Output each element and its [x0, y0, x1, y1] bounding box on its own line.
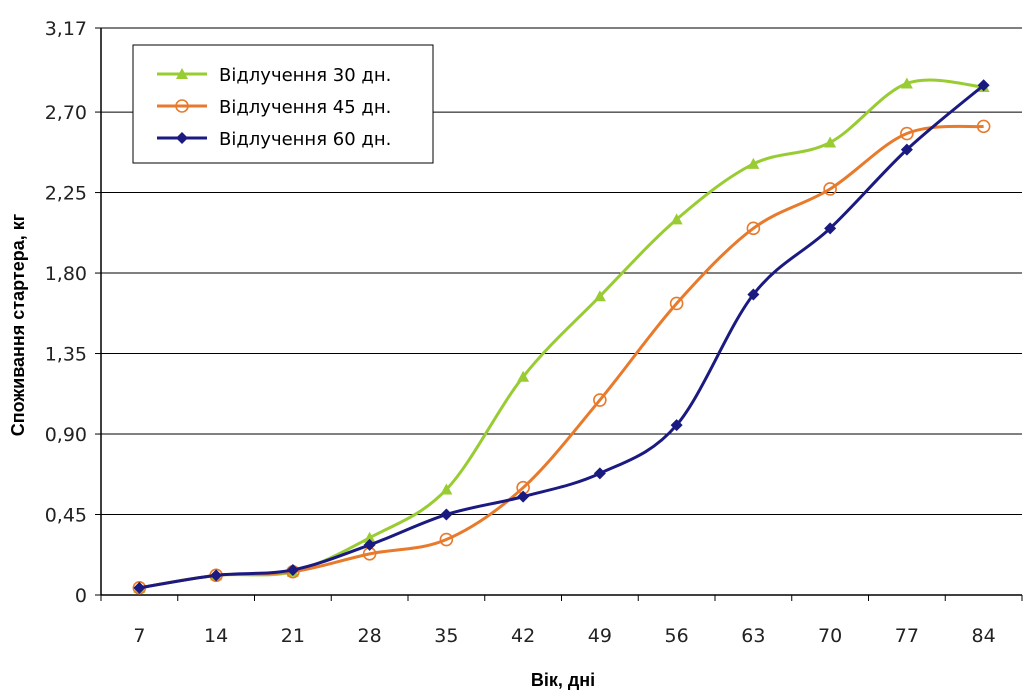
x-tick-label: 63 [741, 625, 765, 647]
series-2 [132, 119, 991, 595]
legend-item: Відлучення 45 дн. [157, 97, 391, 118]
data-point [593, 393, 607, 407]
y-tick-label: 0 [75, 585, 87, 607]
x-tick-label: 70 [818, 625, 842, 647]
y-axis-ticks: 0 0,45 0,90 1,35 1,80 2,25 2,70 3,17 [45, 18, 101, 607]
x-tick-label: 77 [895, 625, 919, 647]
y-tick-label: 1,35 [45, 344, 87, 366]
data-point [900, 77, 913, 89]
data-point [669, 296, 684, 311]
y-axis-title: Споживання стартера, кг [8, 213, 28, 436]
data-point [746, 221, 761, 236]
y-tick-label: 0,90 [45, 424, 87, 446]
data-point [593, 467, 606, 480]
data-point [363, 538, 376, 551]
legend-item: Відлучення 60 дн. [157, 129, 391, 150]
legend-marker [176, 68, 188, 79]
y-tick-label: 2,70 [45, 102, 87, 124]
data-point [747, 288, 760, 301]
series-group [132, 77, 991, 595]
data-point [823, 182, 837, 196]
data-point [517, 490, 530, 503]
data-point [977, 79, 990, 92]
data-point [747, 157, 760, 169]
legend-marker [176, 132, 188, 144]
x-tick-label: 56 [665, 625, 689, 647]
data-point [593, 290, 606, 302]
legend-marker [175, 99, 189, 113]
data-point [976, 119, 991, 134]
data-point [363, 531, 376, 543]
x-axis-title: Вік, дні [531, 670, 595, 690]
legend-label: Відлучення 30 дн. [219, 65, 391, 86]
data-point [670, 213, 683, 225]
legend-label: Відлучення 60 дн. [219, 129, 391, 150]
y-tick-label: 0,45 [45, 505, 87, 527]
x-tick-label: 14 [204, 625, 228, 647]
data-point [210, 569, 223, 582]
x-axis-ticks: 7 14 21 28 35 42 49 56 63 70 77 84 [100, 595, 1023, 647]
series-3 [133, 79, 990, 594]
data-point [900, 143, 913, 156]
legend-item: Відлучення 30 дн. [157, 65, 391, 86]
data-point [133, 581, 146, 594]
x-tick-label: 84 [972, 625, 996, 647]
data-point [286, 563, 299, 576]
data-point [900, 126, 914, 141]
y-tick-label: 3,17 [45, 18, 87, 40]
x-tick-label: 7 [133, 625, 145, 647]
y-tick-label: 1,80 [45, 263, 87, 285]
data-point [824, 222, 837, 235]
legend-box [132, 44, 434, 164]
data-point [439, 532, 454, 547]
x-tick-label: 21 [281, 625, 305, 647]
data-point [440, 508, 453, 521]
axes [100, 28, 1022, 596]
x-tick-label: 28 [358, 625, 382, 647]
data-point [517, 370, 530, 382]
x-tick-label: 35 [434, 625, 458, 647]
y-tick-label: 2,25 [45, 183, 87, 205]
series-line [139, 124, 984, 590]
data-point [824, 136, 837, 148]
x-tick-label: 49 [588, 625, 612, 647]
x-tick-label: 42 [511, 625, 535, 647]
data-point [670, 419, 683, 432]
legend: Відлучення 30 дн. Відлучення 45 дн. Відлуч… [132, 44, 434, 164]
data-point [440, 483, 453, 495]
legend-label: Відлучення 45 дн. [219, 97, 391, 118]
